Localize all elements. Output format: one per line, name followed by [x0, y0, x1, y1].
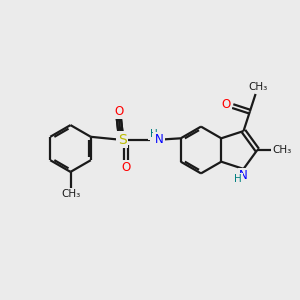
- Text: H: H: [150, 129, 158, 139]
- Text: H: H: [234, 174, 242, 184]
- Text: CH₃: CH₃: [248, 82, 268, 92]
- Text: O: O: [114, 105, 123, 118]
- Text: O: O: [222, 98, 231, 111]
- Text: CH₃: CH₃: [61, 189, 80, 199]
- Text: N: N: [239, 169, 248, 182]
- Text: S: S: [118, 133, 127, 146]
- Text: O: O: [122, 161, 130, 174]
- Text: CH₃: CH₃: [272, 145, 292, 155]
- Text: N: N: [154, 133, 164, 146]
